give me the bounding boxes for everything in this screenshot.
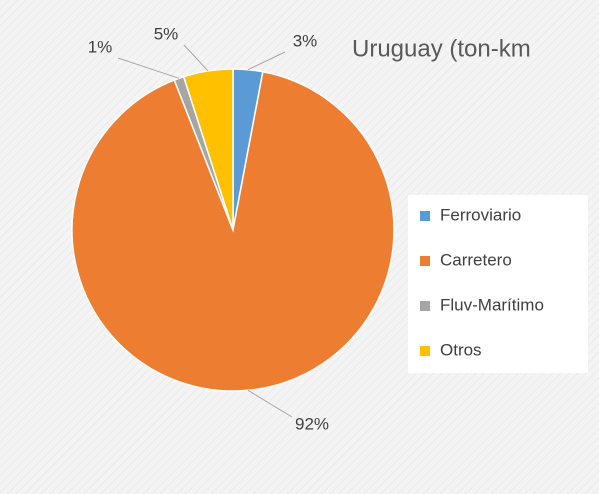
data-label: 92% [295, 414, 329, 433]
legend-box [408, 195, 588, 373]
data-label: 1% [88, 37, 113, 56]
pie-slice [71, 70, 395, 392]
data-label: 3% [293, 31, 318, 50]
leader-line [247, 389, 293, 418]
leader-line [247, 51, 286, 71]
legend-label: Ferroviario [440, 205, 521, 224]
leader-line [183, 44, 209, 72]
legend-swatch [420, 346, 430, 356]
legend-label: Otros [440, 340, 482, 359]
legend-swatch [420, 256, 430, 266]
pie-slice [182, 68, 234, 231]
data-label: 5% [154, 24, 179, 43]
chart-title: Uruguay (ton-km [352, 35, 531, 62]
legend-swatch [420, 211, 430, 221]
legend-label: Fluv-Marítimo [440, 295, 544, 314]
legend-label: Carretero [440, 250, 512, 269]
legend-swatch [420, 301, 430, 311]
leader-line [117, 57, 180, 79]
